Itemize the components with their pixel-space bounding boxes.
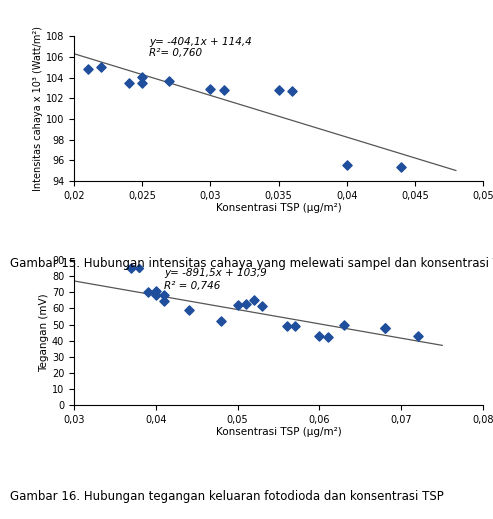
Point	[324, 333, 332, 342]
Point	[138, 73, 146, 81]
Point	[242, 299, 250, 308]
Point	[97, 63, 105, 72]
Point	[381, 324, 389, 332]
Text: y= -891,5x + 103,9: y= -891,5x + 103,9	[164, 268, 267, 278]
Point	[340, 320, 348, 329]
Point	[143, 288, 151, 296]
Point	[207, 85, 214, 93]
Text: y= -404,1x + 114,4: y= -404,1x + 114,4	[149, 36, 252, 47]
Point	[291, 322, 299, 330]
Point	[275, 86, 282, 94]
Point	[217, 317, 225, 325]
X-axis label: Konsentrasi TSP (μg/m²): Konsentrasi TSP (μg/m²)	[215, 427, 342, 438]
Point	[234, 301, 242, 309]
Point	[316, 332, 323, 340]
Point	[381, 324, 389, 332]
X-axis label: Konsentrasi TSP (μg/m²): Konsentrasi TSP (μg/m²)	[215, 203, 342, 213]
Y-axis label: Intensitas cahaya x 10³ (Watt/m²): Intensitas cahaya x 10³ (Watt/m²)	[33, 26, 43, 191]
Point	[84, 65, 92, 74]
Point	[184, 306, 192, 314]
Point	[152, 291, 160, 299]
Point	[160, 291, 168, 299]
Point	[397, 163, 405, 172]
Point	[127, 264, 135, 272]
Point	[250, 296, 258, 305]
Point	[288, 87, 296, 95]
Point	[160, 297, 168, 305]
Point	[166, 77, 174, 85]
Text: Gambar 15. Hubungan intensitas cahaya yang melewati sampel dan konsentrasi T: Gambar 15. Hubungan intensitas cahaya ya…	[10, 257, 493, 270]
Text: Gambar 16. Hubungan tegangan keluaran fotodioda dan konsentrasi TSP: Gambar 16. Hubungan tegangan keluaran fo…	[10, 490, 444, 503]
Point	[152, 286, 160, 295]
Point	[220, 86, 228, 94]
Point	[125, 78, 133, 87]
Point	[343, 161, 351, 170]
Point	[414, 332, 422, 340]
Y-axis label: Tegangan (mV): Tegangan (mV)	[39, 293, 49, 372]
Text: R² = 0,746: R² = 0,746	[164, 281, 220, 291]
Text: R²= 0,760: R²= 0,760	[149, 48, 202, 58]
Point	[138, 78, 146, 87]
Point	[283, 322, 291, 330]
Point	[258, 302, 266, 310]
